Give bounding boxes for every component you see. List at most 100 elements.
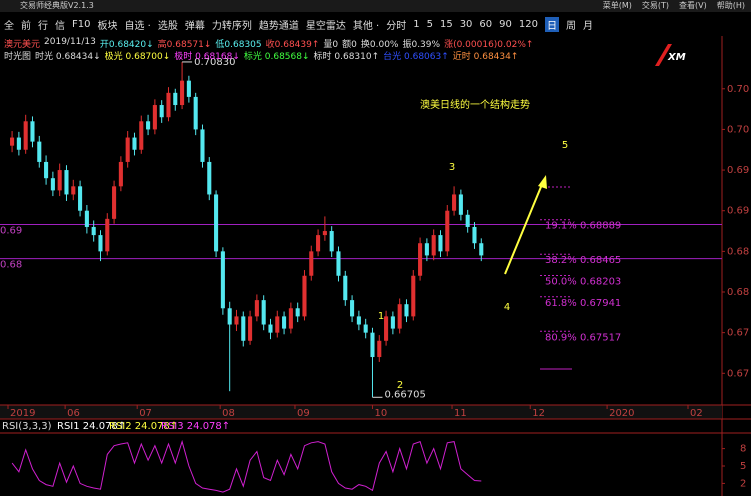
- toolbar-button[interactable]: 日: [544, 16, 559, 32]
- candle-body: [78, 186, 83, 211]
- candle-body: [166, 92, 171, 118]
- indicator-line: 时光图 时光 0.68434↓ 极光 0.68700↓ 极时 0.68168↓ 标光 0…: [4, 49, 518, 62]
- wave-label: 1: [378, 311, 384, 322]
- candle-body: [431, 235, 436, 256]
- toolbar-button[interactable]: 星空雷达: [305, 20, 346, 32]
- candle-body: [98, 235, 103, 252]
- y-tick-label: 0.67: [727, 328, 749, 339]
- candle-body: [316, 235, 321, 252]
- candle-body: [356, 316, 361, 325]
- candle-body: [159, 105, 164, 118]
- candle-body: [37, 141, 42, 162]
- toolbar-button[interactable]: 分时: [386, 20, 407, 32]
- window-title: 交易师经典版V2.1.3: [20, 1, 94, 10]
- toolbar-button[interactable]: 前: [21, 20, 31, 32]
- candle-body: [84, 210, 89, 227]
- toolbar-button[interactable]: 力转序列: [211, 20, 252, 32]
- candle-body: [118, 161, 123, 187]
- x-tick-label: 2019: [10, 408, 35, 419]
- candle-body: [309, 251, 314, 276]
- candle-body: [57, 170, 62, 191]
- toolbar-button[interactable]: 其他 ·: [352, 20, 380, 32]
- toolbar-button[interactable]: 15: [439, 18, 453, 30]
- toolbar-button[interactable]: 90: [499, 18, 512, 30]
- date-strip: [0, 405, 722, 419]
- y-tick-label: 0.68: [727, 287, 749, 298]
- fib-label: 38.2% 0.68465: [545, 255, 621, 266]
- candle-body: [227, 308, 232, 325]
- wave-label: 2: [397, 380, 403, 391]
- toolbar: 全前行信 F10 板块 自选 · 选股 弹幕 力转序列 趋势通道 星空雷达 其他 · 分时 1 5 15 3…: [0, 14, 751, 34]
- x-tick-label: 07: [139, 408, 152, 419]
- candle-body: [71, 186, 76, 195]
- indicator-item: 时光 0.68434↓: [35, 52, 101, 62]
- candle-body: [214, 194, 219, 252]
- info-item: 换0.00%: [360, 40, 399, 50]
- toolbar-button[interactable]: 全: [4, 20, 14, 32]
- candle-body: [295, 308, 300, 317]
- candle-body: [465, 214, 470, 227]
- y-tick-label: 0.70: [727, 84, 749, 95]
- candle-body: [146, 121, 151, 130]
- menu-item[interactable]: 交易(T): [641, 1, 670, 10]
- info-item: 低0.68305: [215, 40, 262, 50]
- candle-body: [23, 121, 28, 150]
- wave-label: 4: [504, 302, 510, 313]
- toolbar-button[interactable]: 弹幕: [184, 20, 205, 32]
- candle-body: [132, 137, 137, 150]
- candle-body: [411, 275, 416, 317]
- toolbar-button[interactable]: F10: [72, 18, 91, 30]
- candle-body: [275, 316, 280, 333]
- x-tick-label: 10: [374, 408, 387, 419]
- candle-body: [377, 340, 382, 358]
- toolbar-button[interactable]: 自选 ·: [124, 20, 151, 32]
- candle-body: [261, 300, 266, 325]
- rsi-tick-label: 5: [740, 461, 746, 472]
- info-line: 澳元美元 2019/11/13 开0.68420↓ 高0.68571↓ 低0.68305…: [4, 37, 533, 50]
- candle-body: [248, 316, 253, 341]
- candle-body: [336, 251, 341, 276]
- toolbar-button[interactable]: 1: [413, 18, 420, 30]
- menu-item[interactable]: 查看(V): [679, 1, 707, 10]
- candle-body: [220, 251, 225, 309]
- toolbar-button[interactable]: 30: [459, 18, 473, 30]
- toolbar-button[interactable]: 周: [565, 20, 576, 32]
- candle-body: [44, 161, 49, 179]
- menu-item[interactable]: 菜单(M): [602, 1, 632, 10]
- candle-body: [125, 137, 130, 162]
- toolbar-button[interactable]: 行: [38, 20, 48, 32]
- candle-body: [268, 324, 273, 333]
- y-tick-label: 0.70: [727, 124, 749, 135]
- candle-body: [322, 231, 327, 236]
- toolbar-button[interactable]: 信: [55, 20, 65, 32]
- indicator-item: 极时 0.68168↓: [174, 52, 240, 62]
- indicator-item: 时光图: [4, 52, 32, 62]
- candle-body: [452, 194, 457, 211]
- candle-body: [363, 324, 368, 333]
- candle-body: [302, 275, 307, 317]
- fib-label: 19.1% 0.68889: [545, 221, 621, 232]
- x-tick-label: 2020: [609, 408, 634, 419]
- toolbar-button[interactable]: 选股: [157, 20, 178, 32]
- indicator-item: 极光 0.68700↓: [104, 52, 171, 62]
- toolbar-button[interactable]: 60: [479, 18, 493, 30]
- toolbar-button[interactable]: 120: [518, 18, 538, 30]
- candle-body: [370, 332, 375, 358]
- toolbar-button[interactable]: 板块: [97, 20, 118, 32]
- toolbar-button[interactable]: 月: [582, 20, 593, 32]
- fib-label: 80.9% 0.67517: [545, 332, 621, 343]
- toolbar-button[interactable]: 5: [426, 18, 433, 30]
- y-tick-label: 0.68: [727, 246, 749, 257]
- candle-body: [10, 137, 15, 146]
- wave-label: 3: [449, 162, 455, 173]
- low-label: 0.66705: [384, 389, 425, 400]
- candle-body: [390, 316, 395, 329]
- arrow-head: [538, 175, 547, 189]
- logo: XM: [667, 52, 686, 63]
- toolbar-button[interactable]: 趋势通道: [258, 20, 299, 32]
- candle-body: [207, 161, 212, 195]
- menu-item[interactable]: 帮助(H): [716, 1, 745, 10]
- x-tick-label: 11: [454, 408, 467, 419]
- x-tick-label: 09: [297, 408, 310, 419]
